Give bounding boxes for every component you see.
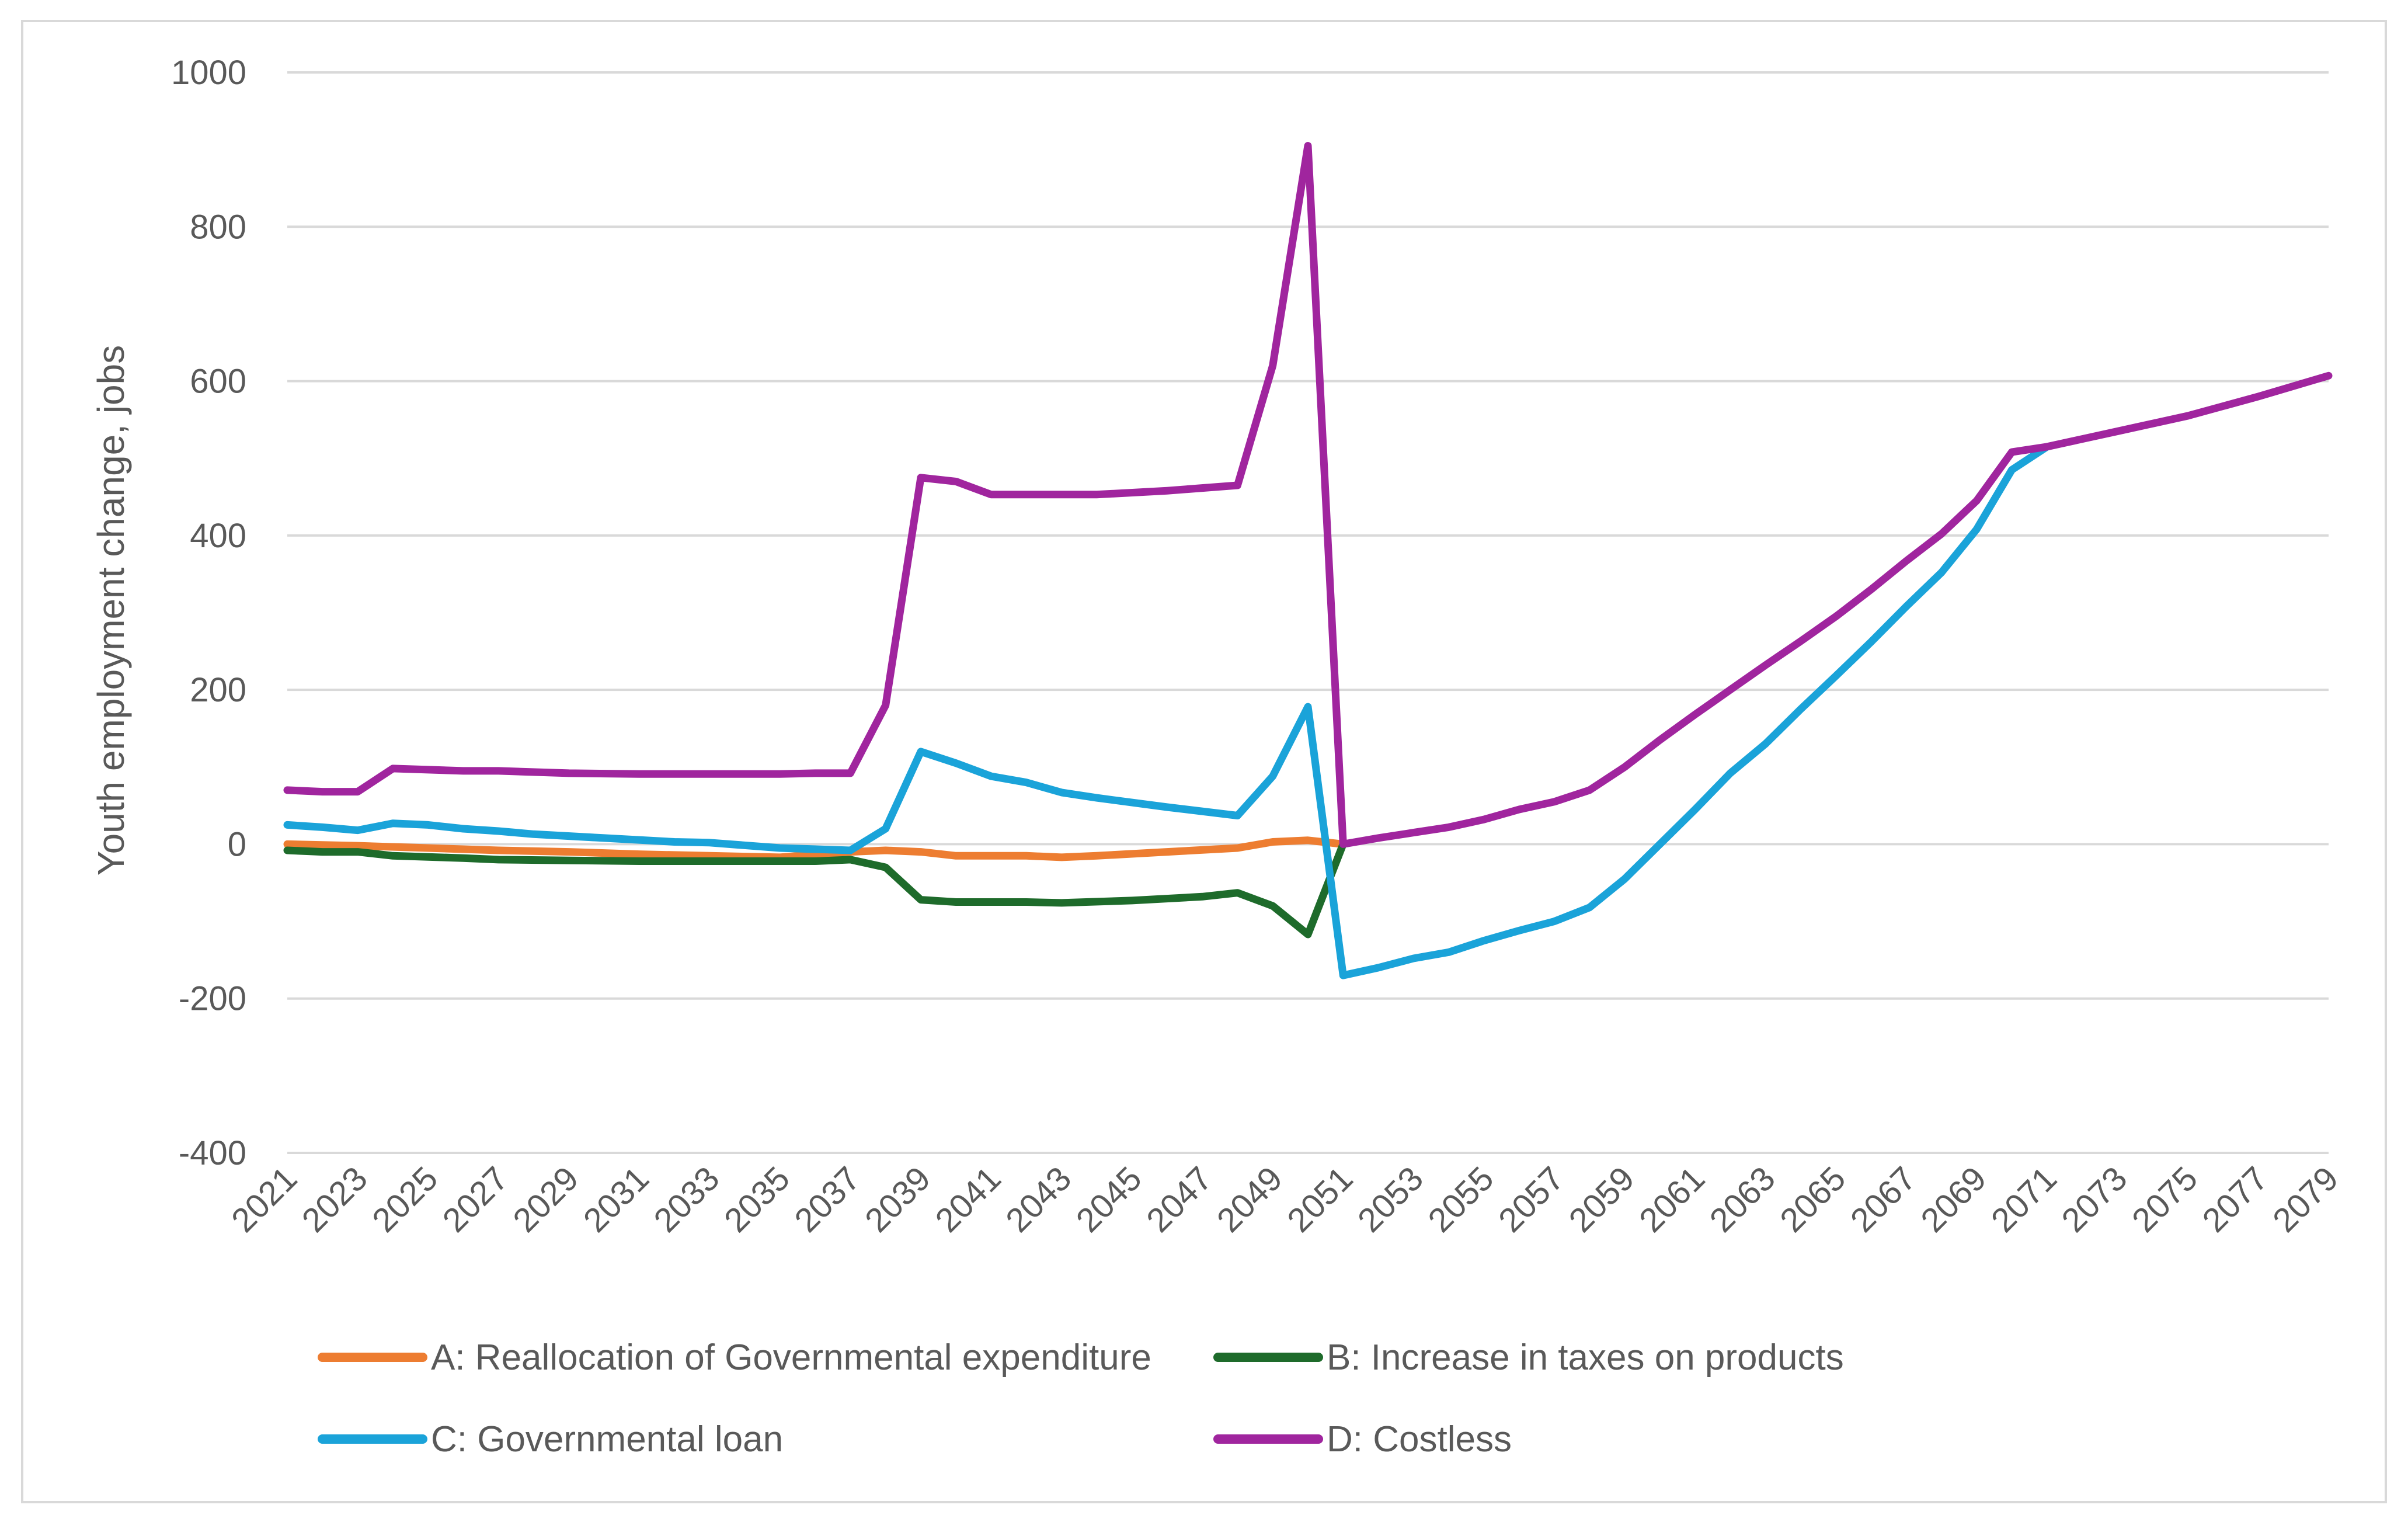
series-lines <box>283 142 2333 979</box>
x-tick-label: 2079 <box>2266 1159 2346 1239</box>
y-tick-label: 200 <box>190 671 246 709</box>
y-tick-label: 400 <box>190 517 246 555</box>
series-line-c <box>283 443 2051 979</box>
x-tick-label: 2037 <box>787 1159 867 1239</box>
x-tick-label: 2023 <box>295 1159 375 1239</box>
legend: A: Reallocation of Governmental expendit… <box>318 1337 1844 1460</box>
x-tick-label: 2061 <box>1632 1159 1712 1239</box>
x-tick-label: 2055 <box>1421 1159 1501 1239</box>
x-tick-label: 2029 <box>506 1159 586 1239</box>
x-tick-label: 2035 <box>717 1159 797 1239</box>
x-tick-label: 2043 <box>998 1159 1078 1239</box>
x-tick-label: 2077 <box>2195 1159 2275 1239</box>
y-tick-label: -200 <box>179 980 246 1018</box>
y-tick-label: 1000 <box>171 54 246 92</box>
chart-frame <box>21 20 2387 1503</box>
y-tick-label: 0 <box>228 825 246 863</box>
x-tick-label: 2053 <box>1351 1159 1431 1239</box>
y-tick-label: 600 <box>190 363 246 401</box>
legend-label: B: Increase in taxes on products <box>1327 1337 1844 1378</box>
x-tick-label: 2059 <box>1561 1159 1641 1239</box>
x-tick-label: 2057 <box>1491 1159 1571 1239</box>
legend-label: C: Governmental loan <box>431 1419 783 1460</box>
x-tick-label: 2047 <box>1139 1159 1219 1239</box>
y-axis-ticks: 1000 800 600 400 200 0 -200 -400 <box>171 54 246 1172</box>
x-tick-label: 2027 <box>436 1159 516 1239</box>
x-tick-label: 2051 <box>1280 1159 1360 1239</box>
x-tick-label: 2067 <box>1843 1159 1923 1239</box>
x-tick-label: 2041 <box>928 1159 1008 1239</box>
y-axis-title: Youth employment change, jobs <box>90 345 132 875</box>
x-tick-label: 2033 <box>646 1159 726 1239</box>
x-tick-label: 2065 <box>1773 1159 1853 1239</box>
x-tick-label: 2069 <box>1913 1159 1993 1239</box>
x-tick-label: 2071 <box>1984 1159 2064 1239</box>
legend-item-c[interactable]: C: Governmental loan <box>318 1419 783 1460</box>
legend-label: D: Costless <box>1327 1419 1512 1460</box>
y-tick-label: -400 <box>179 1134 246 1172</box>
series-line-d <box>283 142 2333 848</box>
legend-item-d[interactable]: D: Costless <box>1213 1419 1512 1460</box>
x-tick-label: 2025 <box>365 1159 445 1239</box>
legend-label: A: Reallocation of Governmental expendit… <box>431 1337 1151 1378</box>
legend-item-b[interactable]: B: Increase in taxes on products <box>1213 1337 1844 1378</box>
x-tick-label: 2045 <box>1069 1159 1149 1239</box>
x-tick-label: 2039 <box>858 1159 938 1239</box>
x-tick-label: 2075 <box>2125 1159 2205 1239</box>
x-tick-label: 2063 <box>1703 1159 1783 1239</box>
x-tick-label: 2031 <box>576 1159 656 1239</box>
x-tick-label: 2049 <box>1210 1159 1290 1239</box>
series-line-a <box>283 836 1347 861</box>
gridlines <box>287 71 2329 1154</box>
series-line-b <box>283 840 1347 939</box>
y-tick-label: 800 <box>190 208 246 246</box>
legend-item-a[interactable]: A: Reallocation of Governmental expendit… <box>318 1337 1151 1378</box>
x-axis-ticks: 2021202320252027202920312033203520372039… <box>224 1159 2346 1239</box>
x-tick-label: 2073 <box>2054 1159 2134 1239</box>
